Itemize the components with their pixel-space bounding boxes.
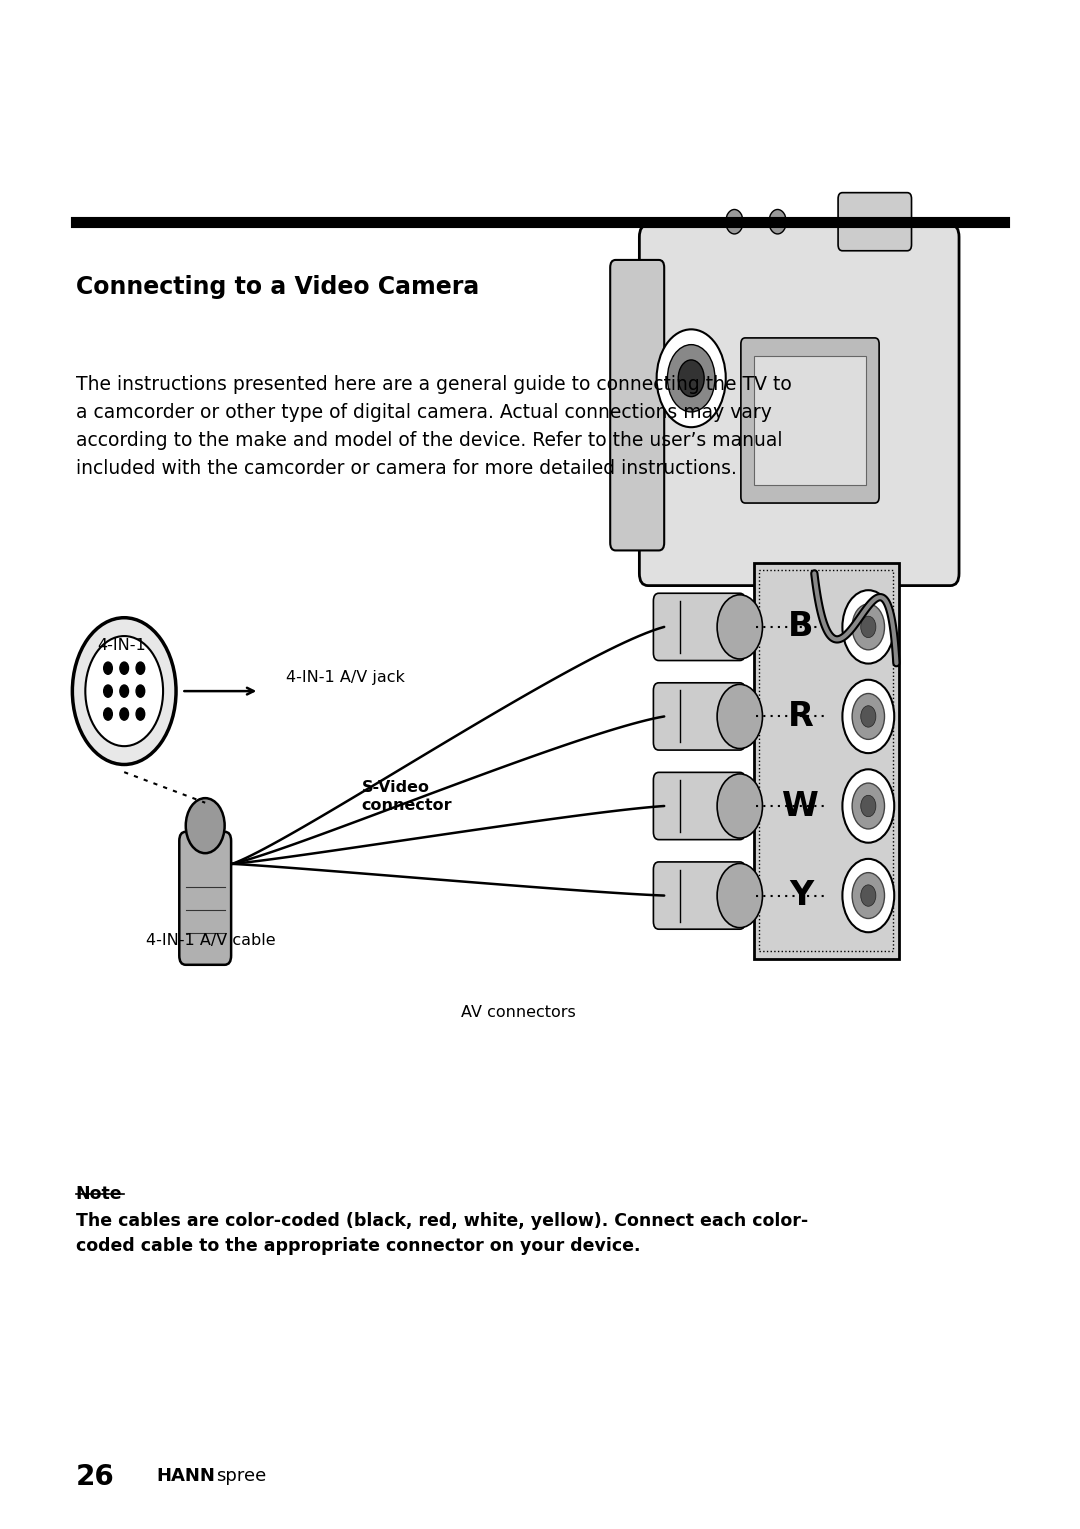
FancyBboxPatch shape <box>653 593 745 661</box>
Circle shape <box>657 329 726 427</box>
Text: AV connectors: AV connectors <box>461 1005 576 1020</box>
Circle shape <box>717 774 762 838</box>
Circle shape <box>717 864 762 928</box>
Text: Note: Note <box>76 1185 122 1203</box>
Text: B: B <box>788 610 813 644</box>
Circle shape <box>120 685 129 697</box>
Circle shape <box>104 708 112 720</box>
FancyBboxPatch shape <box>639 225 959 586</box>
Circle shape <box>136 685 145 697</box>
Circle shape <box>717 685 762 749</box>
Circle shape <box>852 694 885 740</box>
Circle shape <box>852 783 885 829</box>
Text: W: W <box>783 789 820 823</box>
FancyBboxPatch shape <box>653 683 745 751</box>
Text: spree: spree <box>216 1466 267 1485</box>
Text: 26: 26 <box>76 1463 114 1491</box>
Circle shape <box>678 359 704 396</box>
Text: 4-IN-1 A/V jack: 4-IN-1 A/V jack <box>286 670 405 685</box>
Circle shape <box>769 209 786 234</box>
Circle shape <box>852 873 885 919</box>
Text: 4-IN-1 A/V cable: 4-IN-1 A/V cable <box>146 933 275 948</box>
Text: Connecting to a Video Camera: Connecting to a Video Camera <box>76 275 478 300</box>
Circle shape <box>72 618 176 764</box>
Circle shape <box>861 795 876 816</box>
Circle shape <box>842 859 894 933</box>
Circle shape <box>842 769 894 842</box>
Circle shape <box>120 708 129 720</box>
Circle shape <box>104 662 112 674</box>
FancyBboxPatch shape <box>754 356 866 485</box>
Text: Y: Y <box>788 879 813 913</box>
Circle shape <box>726 209 743 234</box>
Circle shape <box>861 706 876 728</box>
Text: HANN: HANN <box>157 1466 216 1485</box>
FancyBboxPatch shape <box>610 260 664 550</box>
Circle shape <box>186 798 225 853</box>
Circle shape <box>667 344 715 411</box>
Circle shape <box>136 708 145 720</box>
Circle shape <box>120 662 129 674</box>
Circle shape <box>861 616 876 638</box>
FancyBboxPatch shape <box>741 338 879 503</box>
Text: R: R <box>788 700 814 732</box>
Circle shape <box>85 636 163 746</box>
Text: S-Video
connector: S-Video connector <box>362 780 453 813</box>
Circle shape <box>136 662 145 674</box>
Text: 4-IN-1: 4-IN-1 <box>97 638 146 653</box>
FancyBboxPatch shape <box>838 193 912 251</box>
Circle shape <box>861 885 876 907</box>
Circle shape <box>842 590 894 664</box>
Circle shape <box>104 685 112 697</box>
Circle shape <box>852 604 885 650</box>
FancyBboxPatch shape <box>754 563 899 959</box>
Circle shape <box>717 595 762 659</box>
Text: The instructions presented here are a general guide to connecting the TV to
a ca: The instructions presented here are a ge… <box>76 375 792 477</box>
FancyBboxPatch shape <box>653 862 745 930</box>
FancyBboxPatch shape <box>653 772 745 839</box>
FancyBboxPatch shape <box>179 832 231 965</box>
Circle shape <box>842 680 894 754</box>
Text: The cables are color-coded (black, red, white, yellow). Connect each color-
code: The cables are color-coded (black, red, … <box>76 1212 808 1255</box>
